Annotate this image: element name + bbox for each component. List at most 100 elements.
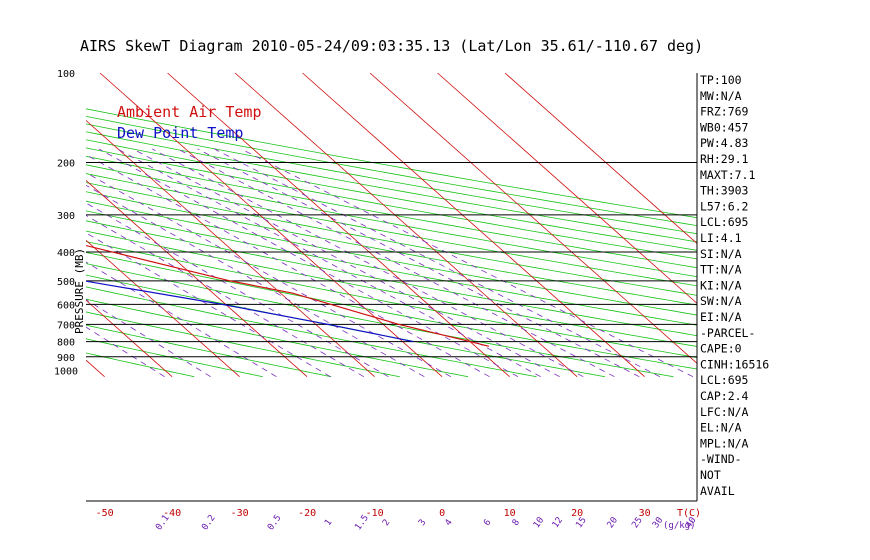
- pressure-tick-label: 400: [57, 248, 75, 259]
- dry-adiabat-line: [86, 173, 697, 287]
- sounding-index-text: RH:29.1: [700, 152, 749, 166]
- pressure-tick-label: 100: [57, 69, 75, 80]
- isobars: [86, 162, 697, 358]
- sounding-index-text: CAPE:0: [700, 342, 742, 356]
- mixing-ratio-label: 20: [606, 516, 620, 531]
- sounding-index-text: LI:4.1: [700, 231, 742, 245]
- sounding-index-text: EL:N/A: [700, 421, 742, 435]
- sounding-index-text: LFC:N/A: [700, 405, 749, 419]
- sounding-index-text: PW:4.83: [700, 136, 749, 150]
- dry-adiabat-line: [86, 210, 697, 326]
- ambient-air-temp-line: [86, 244, 490, 347]
- dry-adiabat-line: [86, 338, 263, 378]
- bottom-tick-label: -10: [366, 508, 384, 519]
- isotherm-line: [86, 359, 105, 378]
- dry-adiabat-line: [86, 108, 697, 219]
- sounding-index-text: KI:N/A: [700, 278, 742, 292]
- dry-adiabat-line: [86, 252, 697, 370]
- pressure-tick-label: 900: [57, 353, 75, 364]
- dry-adiabat-line: [86, 241, 697, 358]
- sounding-index-text: NOT: [700, 468, 721, 482]
- dry-adiabat-line: [86, 164, 697, 278]
- mixing-ratio-line: [117, 148, 541, 378]
- pressure-tick-labels: 100 200 300 400 500 600 700 800 900 1000: [54, 69, 78, 377]
- dry-adiabat-line: [86, 182, 697, 296]
- dew-point-temp-line: [86, 280, 414, 343]
- pressure-tick-label: 300: [57, 211, 75, 222]
- mixing-ratio-label: 2: [381, 518, 392, 528]
- mixing-ratio-line: [214, 148, 661, 378]
- isotherm-line: [99, 73, 443, 378]
- dry-adiabat-line: [86, 352, 195, 378]
- isotherm-line: [504, 73, 697, 244]
- legend-dew-point-temp: Dew Point Temp: [117, 124, 243, 142]
- sounding-index-text: TP:100: [700, 73, 742, 87]
- sounding-index-text: MPL:N/A: [700, 436, 749, 450]
- mixing-ratio-label: 10: [532, 516, 546, 531]
- legend-ambient-air-temp: Ambient Air Temp: [117, 103, 262, 121]
- mixing-ratio-label: 8: [511, 518, 522, 528]
- dry-adiabat-line: [86, 298, 469, 378]
- bottom-tick-label: -30: [231, 508, 249, 519]
- isotherm-line: [167, 73, 510, 378]
- dry-adiabat-line: [86, 311, 400, 378]
- pressure-tick-label: 600: [57, 300, 75, 311]
- dry-adiabat-line: [86, 263, 674, 378]
- pressure-tick-label: 500: [57, 277, 75, 288]
- bottom-tick-label: 30: [639, 508, 651, 519]
- mixing-ratio-label: 4: [444, 518, 455, 528]
- sounding-index-text: MW:N/A: [700, 89, 742, 103]
- dry-adiabat-line: [86, 324, 332, 378]
- bottom-temperature-ticks: -50 -40 -30 -20 -10 0 10 20 30: [96, 508, 651, 519]
- mixing-ratio-line: [98, 148, 519, 378]
- mixing-ratio-label: 12: [551, 516, 565, 531]
- mixing-ratio-label: 0.5: [266, 513, 284, 532]
- sounding-index-text: CAP:2.4: [700, 389, 749, 403]
- pressure-tick-label: 200: [57, 159, 75, 170]
- sounding-index-text: TT:N/A: [700, 263, 742, 277]
- mixing-ratio-label: 1: [323, 518, 334, 528]
- sounding-index-text: LCL:695: [700, 215, 748, 229]
- sounding-index-text: FRZ:769: [700, 105, 749, 119]
- dry-adiabat-line: [86, 123, 697, 235]
- dry-adiabat-line: [86, 230, 697, 347]
- dry-adiabat-line: [86, 139, 697, 251]
- sounding-index-text: TH:3903: [700, 184, 749, 198]
- pressure-tick-label: 1000: [54, 366, 78, 377]
- mixing-ratio-line: [86, 326, 165, 378]
- isotherm-line: [86, 179, 308, 378]
- sounding-index-text: MAXT:7.1: [700, 168, 755, 182]
- isotherm-line: [234, 73, 578, 378]
- dry-adiabat-line: [86, 131, 697, 243]
- mixing-ratio-line: [132, 148, 560, 378]
- sounding-index-text: SW:N/A: [700, 294, 742, 308]
- sounding-index-text: EI:N/A: [700, 310, 742, 324]
- mixing-ratio-unit: (g/kg): [663, 521, 696, 531]
- isotherm-line: [302, 73, 645, 378]
- bottom-tick-label: 20: [571, 508, 583, 519]
- mixing-ratio-line: [240, 148, 694, 378]
- bottom-tick-label: -50: [96, 508, 114, 519]
- sounding-index-text: WB0:457: [700, 120, 749, 134]
- bottom-tick-label: -40: [163, 508, 181, 519]
- dry-adiabat-line: [86, 274, 605, 378]
- isotherm-line: [86, 239, 240, 378]
- sounding-index-text: -PARCEL-: [700, 326, 755, 340]
- mixing-ratio-line: [197, 148, 640, 378]
- mixing-ratio-line: [86, 172, 452, 378]
- isotherm-line: [0, 73, 37, 377]
- isotherm-line: [369, 73, 697, 364]
- y-axis-label: PRESSURE (MB): [73, 248, 86, 334]
- mixing-ratio-label: 3: [417, 518, 428, 528]
- bottom-tick-label: 0: [439, 508, 445, 519]
- bottom-tick-label: -20: [298, 508, 316, 519]
- dry-adiabat-line: [86, 286, 537, 378]
- mixing-ratio-line: [86, 261, 277, 378]
- dry-adiabat-line: [86, 155, 697, 269]
- mixing-ratio-lines: [86, 148, 694, 378]
- mixing-ratio-line: [177, 148, 615, 378]
- sounding-index-text: LCL:695: [700, 373, 748, 387]
- mixing-ratio-label: 6: [482, 518, 493, 528]
